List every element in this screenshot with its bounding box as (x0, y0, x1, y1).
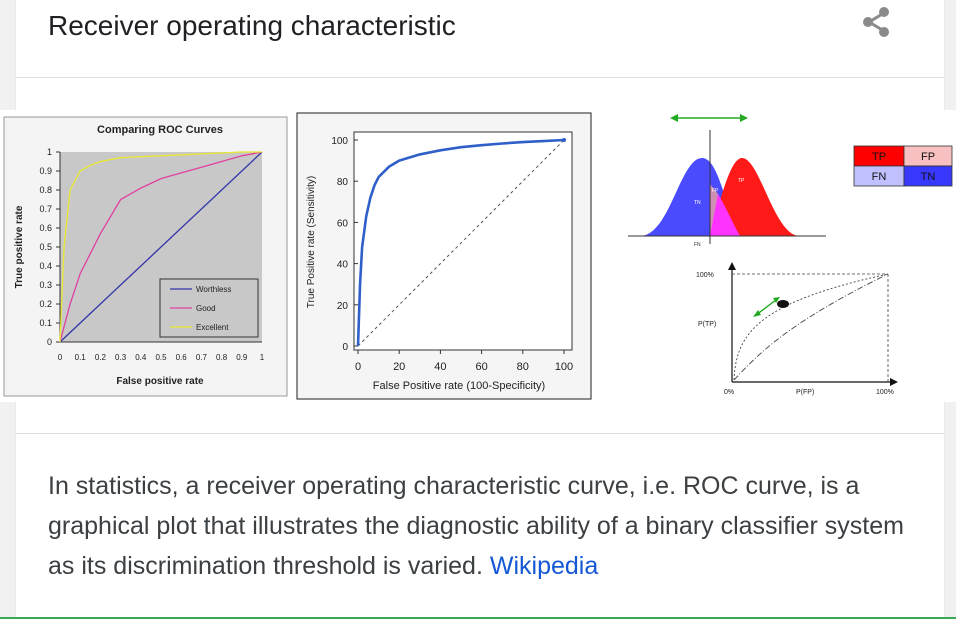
overlap-region (710, 194, 740, 236)
chart2-xlabel: False Positive rate (100-Specificity) (373, 380, 545, 392)
distribution-diagram: TN TP FP FN TP FP FN TN (628, 114, 953, 396)
chart1-ytick-label: 0 (47, 337, 52, 347)
chart1-xtick-label: 0 (58, 353, 63, 362)
chart1-ytick-label: 0.1 (39, 318, 52, 328)
threshold-arrow-icon (670, 114, 748, 122)
share-icon (863, 7, 889, 37)
chart1-title: Comparing ROC Curves (97, 124, 223, 136)
chart1-series-excellent (59, 151, 262, 343)
wikipedia-link[interactable]: Wikipedia (489, 552, 599, 580)
header-divider (16, 77, 944, 78)
chart1-xtick-label: 0.7 (196, 353, 208, 362)
chart1-ytick-label: 1 (47, 147, 52, 157)
chart2-ytick-label: 60 (337, 218, 349, 229)
chart1-xtick-label: 0.8 (216, 353, 228, 362)
chart2-ytick-label: 0 (342, 342, 348, 353)
positive-distribution (710, 158, 800, 236)
mini-roc-xmid: P(FP) (796, 389, 814, 396)
mini-roc-ytop: 100% (696, 272, 714, 279)
matrix-fp: FP (921, 151, 935, 163)
confusion-matrix: TP FP FN TN (853, 145, 953, 187)
chart2-diagonal (357, 139, 565, 347)
dist-label-tp: TP (738, 178, 745, 184)
chart2-xtick-label: 80 (517, 361, 529, 373)
image-distributions-matrix[interactable]: TN TP FP FN TP FP FN TN (600, 112, 956, 400)
chart1-series-worthless (59, 151, 263, 343)
chart1-xtick-label: 0.4 (135, 353, 147, 362)
chart2-roc-curve (356, 138, 565, 347)
chart2-plot-area (353, 131, 573, 351)
chart1-ytick-label: 0.2 (39, 299, 52, 309)
mini-roc-diagram: 100% P(TP) 0% P(FP) 100% (696, 262, 898, 396)
chart2-ylabel: True Positive rate (Sensitivity) (306, 176, 317, 308)
chart1-xtick-label: 0.1 (75, 353, 87, 362)
mini-roc-x0: 0% (724, 389, 734, 396)
chart2-ytick-label: 80 (337, 177, 349, 188)
matrix-tn: TN (921, 171, 936, 183)
chart2-end-point (562, 138, 566, 142)
card-title: Receiver operating characteristic (48, 10, 456, 41)
chart1-ytick-label: 0.8 (39, 185, 52, 195)
legend-good: Good (196, 304, 216, 313)
chart1-series-good (59, 151, 263, 343)
chart1-xtick-label: 0.9 (236, 353, 248, 362)
chart1-legend: Worthless Good Excellent (159, 278, 259, 338)
chart2-ytick-label: 40 (337, 260, 349, 271)
chart1-xtick-label: 1 (260, 353, 265, 362)
chart1-ytick-label: 0.5 (39, 242, 52, 252)
matrix-fn: FN (872, 171, 887, 183)
chart1-xlabel: False positive rate (116, 376, 204, 387)
chart1-xtick-label: 0.6 (176, 353, 188, 362)
comparing-roc-chart: Comparing ROC Curves 1 0.9 0.8 0.7 0.6 0.5 0.4… (3, 116, 288, 397)
legend-worthless: Worthless (196, 285, 231, 294)
legend-excellent: Excellent (196, 323, 229, 332)
chart2-xtick-label: 40 (434, 361, 446, 373)
content-divider (16, 433, 944, 434)
fp-region (710, 184, 718, 236)
dist-label-fn: FN (694, 242, 701, 248)
chart2-xtick-label: 0 (355, 361, 361, 373)
dist-label-tn: TN (694, 200, 701, 206)
chart2-xtick-label: 60 (475, 361, 487, 373)
chart1-ytick-label: 0.9 (39, 166, 52, 176)
chart1-xtick-label: 0.3 (115, 353, 127, 362)
description: In statistics, a receiver operating char… (48, 466, 928, 586)
dist-label-fp: FP (712, 188, 719, 194)
chart1-ytick-label: 0.4 (39, 261, 52, 271)
mini-roc-ymid: P(TP) (698, 321, 716, 328)
chart1-ytick-label: 0.3 (39, 280, 52, 290)
share-button[interactable] (856, 2, 896, 42)
image-comparing-roc-curves[interactable]: Comparing ROC Curves 1 0.9 0.8 0.7 0.6 0.5 0.4… (0, 112, 290, 400)
chart1-ylabel: True positive rate (14, 205, 25, 288)
image-roc-sensitivity[interactable]: 100 80 60 40 20 0 0 20 40 60 80 100 True Positive … (296, 112, 592, 400)
bottom-accent-line (0, 617, 956, 619)
chart1-xtick-label: 0.2 (95, 353, 107, 362)
chart1-ytick-label: 0.6 (39, 223, 52, 233)
matrix-tp: TP (872, 151, 886, 163)
chart1-xtick-label: 0.5 (155, 353, 167, 362)
chart2-xtick-label: 100 (555, 361, 573, 373)
roc-sensitivity-chart: 100 80 60 40 20 0 0 20 40 60 80 100 True Positive … (296, 112, 592, 400)
chart2-ytick-label: 100 (331, 136, 348, 147)
chart1-ytick-label: 0.7 (39, 204, 52, 214)
mini-roc-xend: 100% (876, 389, 894, 396)
chart2-ytick-label: 20 (337, 301, 349, 312)
chart2-xtick-label: 20 (393, 361, 405, 373)
description-text: In statistics, a receiver operating char… (48, 472, 904, 580)
